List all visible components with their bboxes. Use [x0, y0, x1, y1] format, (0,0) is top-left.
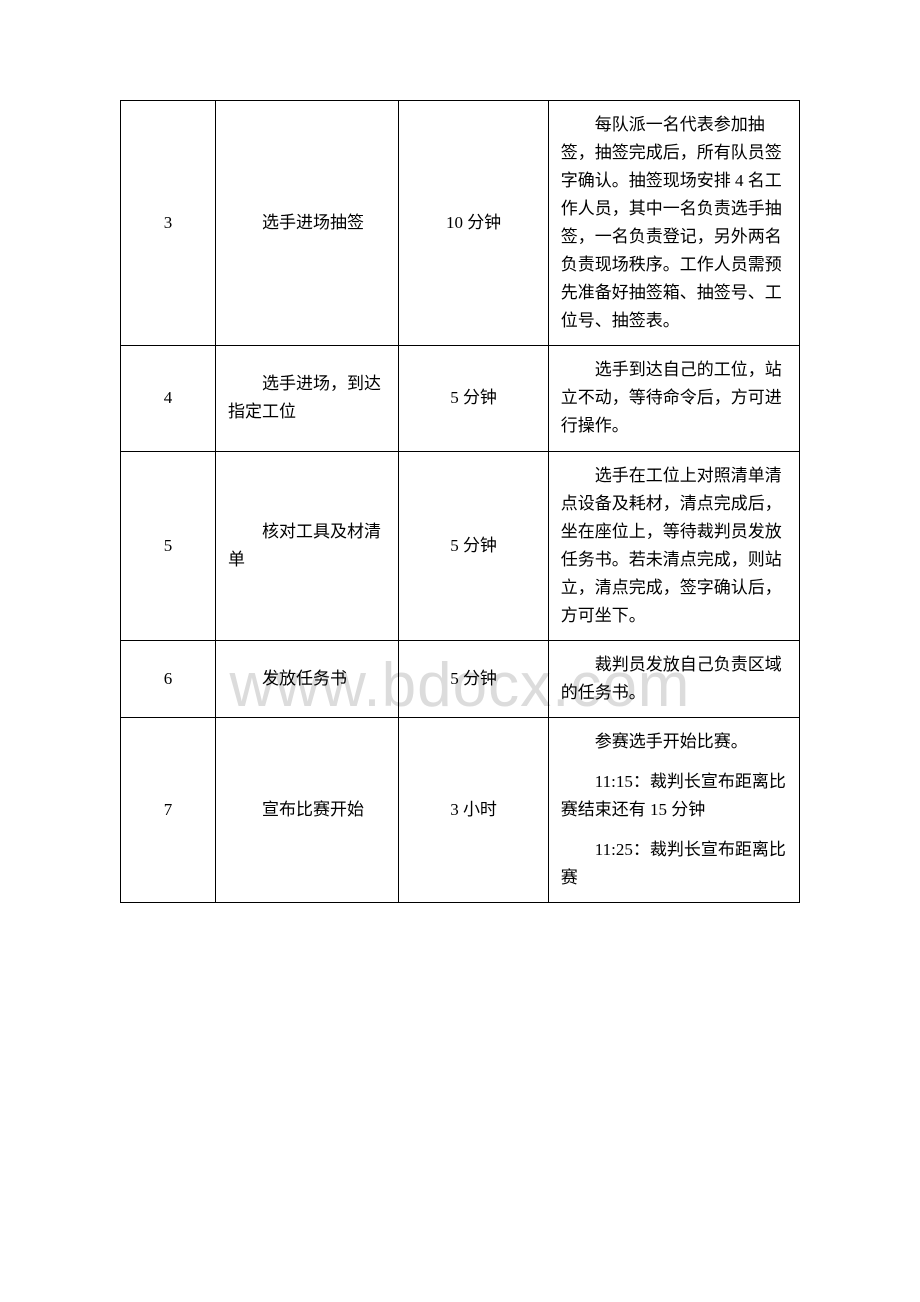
- cell-time: 5 分钟: [399, 451, 548, 640]
- cell-step: 发放任务书: [216, 640, 399, 717]
- cell-step: 核对工具及材清单: [216, 451, 399, 640]
- cell-desc: 每队派一名代表参加抽签，抽签完成后，所有队员签字确认。抽签现场安排 4 名工作人…: [548, 101, 799, 346]
- cell-num: 3: [121, 101, 216, 346]
- cell-desc: 选手在工位上对照清单清点设备及耗材，清点完成后，坐在座位上，等待裁判员发放任务书…: [548, 451, 799, 640]
- table-row: 3 选手进场抽签 10 分钟 每队派一名代表参加抽签，抽签完成后，所有队员签字确…: [121, 101, 800, 346]
- desc-text: 裁判员发放自己负责区域的任务书。: [561, 651, 787, 707]
- cell-time: 10 分钟: [399, 101, 548, 346]
- table-row: 7 宣布比赛开始 3 小时 参赛选手开始比赛。 11:15：裁判长宣布距离比赛结…: [121, 717, 800, 902]
- desc-para: 参赛选手开始比赛。: [561, 728, 787, 756]
- cell-step: 选手进场抽签: [216, 101, 399, 346]
- schedule-table: 3 选手进场抽签 10 分钟 每队派一名代表参加抽签，抽签完成后，所有队员签字确…: [120, 100, 800, 903]
- table-container: 3 选手进场抽签 10 分钟 每队派一名代表参加抽签，抽签完成后，所有队员签字确…: [120, 100, 800, 903]
- step-text: 选手进场抽签: [228, 209, 386, 237]
- cell-step: 宣布比赛开始: [216, 717, 399, 902]
- step-text: 宣布比赛开始: [228, 796, 386, 824]
- step-text: 选手进场，到达指定工位: [228, 370, 386, 426]
- step-text: 发放任务书: [228, 665, 386, 693]
- cell-num: 5: [121, 451, 216, 640]
- cell-num: 4: [121, 346, 216, 451]
- table-body: 3 选手进场抽签 10 分钟 每队派一名代表参加抽签，抽签完成后，所有队员签字确…: [121, 101, 800, 903]
- table-row: 6 发放任务书 5 分钟 裁判员发放自己负责区域的任务书。: [121, 640, 800, 717]
- cell-num: 6: [121, 640, 216, 717]
- cell-time: 5 分钟: [399, 640, 548, 717]
- desc-para: 11:15：裁判长宣布距离比赛结束还有 15 分钟: [561, 768, 787, 824]
- cell-time: 3 小时: [399, 717, 548, 902]
- cell-step: 选手进场，到达指定工位: [216, 346, 399, 451]
- desc-text: 每队派一名代表参加抽签，抽签完成后，所有队员签字确认。抽签现场安排 4 名工作人…: [561, 111, 787, 335]
- cell-desc: 选手到达自己的工位，站立不动，等待命令后，方可进行操作。: [548, 346, 799, 451]
- cell-desc: 裁判员发放自己负责区域的任务书。: [548, 640, 799, 717]
- desc-text: 选手在工位上对照清单清点设备及耗材，清点完成后，坐在座位上，等待裁判员发放任务书…: [561, 462, 787, 630]
- desc-para: 11:25：裁判长宣布距离比赛: [561, 836, 787, 892]
- cell-num: 7: [121, 717, 216, 902]
- table-row: 4 选手进场，到达指定工位 5 分钟 选手到达自己的工位，站立不动，等待命令后，…: [121, 346, 800, 451]
- cell-desc: 参赛选手开始比赛。 11:15：裁判长宣布距离比赛结束还有 15 分钟 11:2…: [548, 717, 799, 902]
- step-text: 核对工具及材清单: [228, 518, 386, 574]
- table-row: 5 核对工具及材清单 5 分钟 选手在工位上对照清单清点设备及耗材，清点完成后，…: [121, 451, 800, 640]
- cell-time: 5 分钟: [399, 346, 548, 451]
- desc-text: 选手到达自己的工位，站立不动，等待命令后，方可进行操作。: [561, 356, 787, 440]
